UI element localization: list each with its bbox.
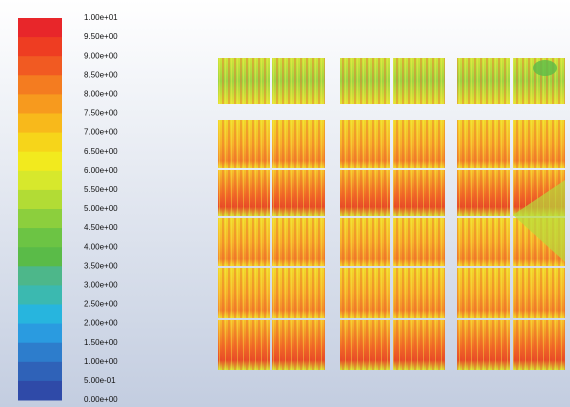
legend-label: 2.50e+00 [84, 300, 118, 309]
color-legend: 1.00e+01 9.50e+00 9.00e+00 8.50e+00 8.00e+00… [18, 13, 118, 404]
legend-band [18, 266, 62, 286]
legend-label: 7.00e+00 [84, 128, 118, 137]
contour-streaks [272, 58, 325, 104]
legend-band [18, 18, 62, 38]
legend-label: 1.50e+00 [84, 338, 118, 347]
contour-hotspot [533, 60, 557, 76]
contour-streaks [218, 320, 270, 370]
contour-streaks [218, 170, 270, 216]
legend-label: 5.00e-01 [84, 376, 116, 385]
legend-band [18, 170, 62, 191]
contour-streaks [393, 268, 445, 318]
legend-band [18, 342, 62, 363]
legend-label: 9.50e+00 [84, 32, 118, 41]
contour-streaks [272, 320, 325, 370]
contour-streaks [340, 320, 390, 370]
legend-band [18, 304, 62, 325]
legend-band [18, 37, 62, 57]
legend-label: 2.00e+00 [84, 319, 118, 328]
legend-band [18, 56, 62, 76]
contour-streaks [457, 268, 510, 318]
legend-label: 4.00e+00 [84, 242, 118, 251]
contour-streaks [272, 218, 325, 266]
legend-band [18, 151, 62, 172]
contour-streaks [340, 268, 390, 318]
contour-streaks [513, 120, 565, 168]
legend-band [18, 247, 62, 267]
contour-streaks [218, 268, 270, 318]
legend-label: 1.00e+00 [84, 357, 118, 366]
contour-streaks [393, 170, 445, 216]
legend-label: 9.00e+00 [84, 51, 118, 60]
contour-streaks [457, 218, 510, 266]
legend-label: 1.00e+01 [84, 13, 118, 22]
legend-label: 6.50e+00 [84, 147, 118, 156]
legend-band [18, 113, 62, 134]
legend-band [18, 285, 62, 305]
legend-label: 0.00e+00 [84, 395, 118, 404]
legend-label: 3.50e+00 [84, 261, 118, 270]
legend-label: 4.50e+00 [84, 223, 118, 232]
contour-streaks [393, 120, 445, 168]
legend-label: 5.00e+00 [84, 204, 118, 213]
legend-label: 3.00e+00 [84, 281, 118, 290]
legend-label: 8.50e+00 [84, 70, 118, 79]
contour-streaks [393, 58, 445, 104]
legend-label: 7.50e+00 [84, 109, 118, 118]
contour-streaks [272, 120, 325, 168]
contour-streaks [218, 120, 270, 168]
contour-hotspot [513, 180, 565, 262]
legend-band [18, 361, 62, 382]
contour-streaks [340, 170, 390, 216]
legend-band [18, 323, 62, 344]
contour-streaks [457, 170, 510, 216]
contour-streaks [513, 268, 565, 318]
legend-band [18, 75, 62, 95]
legend-label: 8.00e+00 [84, 90, 118, 99]
legend-band [18, 380, 62, 401]
legend-band [18, 189, 62, 210]
contour-streaks [457, 120, 510, 168]
contour-streaks [340, 120, 390, 168]
contour-streaks [393, 218, 445, 266]
legend-band [18, 228, 62, 248]
contour-streaks [218, 218, 270, 266]
legend-label: 5.50e+00 [84, 185, 118, 194]
contour-streaks [340, 58, 390, 104]
contour-streaks [457, 320, 510, 370]
contour-streaks [272, 268, 325, 318]
contour-streaks [457, 58, 510, 104]
contour-plot [218, 58, 565, 370]
contour-streaks [340, 218, 390, 266]
contour-streaks [393, 320, 445, 370]
legend-band [18, 132, 62, 153]
legend-band [18, 94, 62, 114]
legend-label: 6.00e+00 [84, 166, 118, 175]
contour-streaks [272, 170, 325, 216]
contour-streaks [513, 320, 565, 370]
contour-streaks [218, 58, 270, 104]
legend-band [18, 209, 62, 229]
